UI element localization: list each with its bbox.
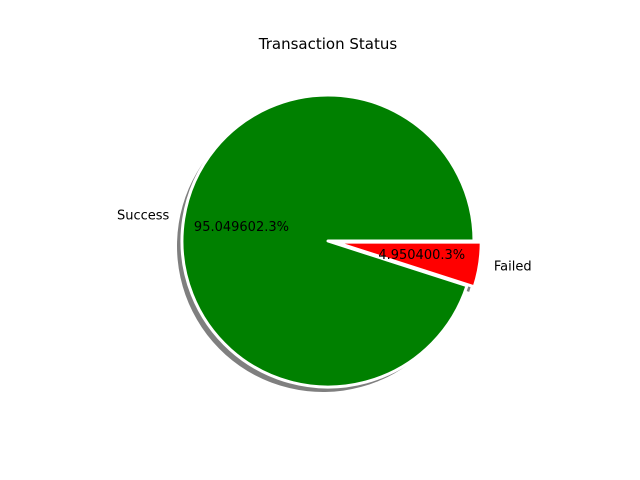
slice-label-failed: Failed [494, 260, 532, 275]
slice-percent-success: 95.049602.3% [194, 220, 289, 235]
slice-failed [333, 240, 483, 289]
chart-title: Transaction Status [258, 35, 398, 53]
slice-label-success: Success [117, 209, 170, 224]
slice-percent-failed: 4.950400.3% [378, 248, 465, 263]
slice-labels: Success 95.049602.3% Failed 4.950400.3% [117, 209, 532, 275]
pie-slices [180, 93, 483, 389]
slice-success [180, 93, 476, 389]
